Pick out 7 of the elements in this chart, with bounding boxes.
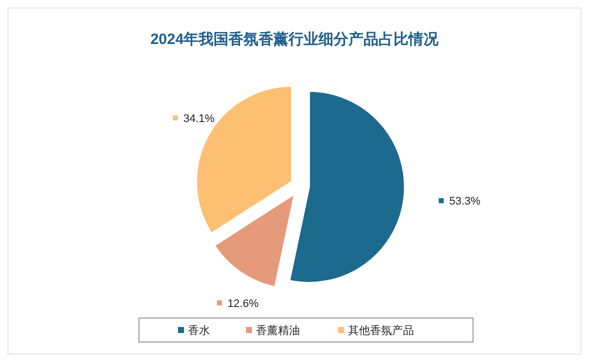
data-label: 34.1% — [183, 112, 215, 125]
chart-title: 2024年我国香氛香薰行业细分产品占比情况 — [150, 31, 440, 48]
legend-label: 香水 — [188, 324, 210, 337]
data-label: 12.6% — [227, 298, 259, 310]
legend-label: 香薰精油 — [256, 324, 300, 337]
legend-label: 其他香氛产品 — [348, 324, 414, 337]
data-label: 53.3% — [449, 196, 481, 208]
